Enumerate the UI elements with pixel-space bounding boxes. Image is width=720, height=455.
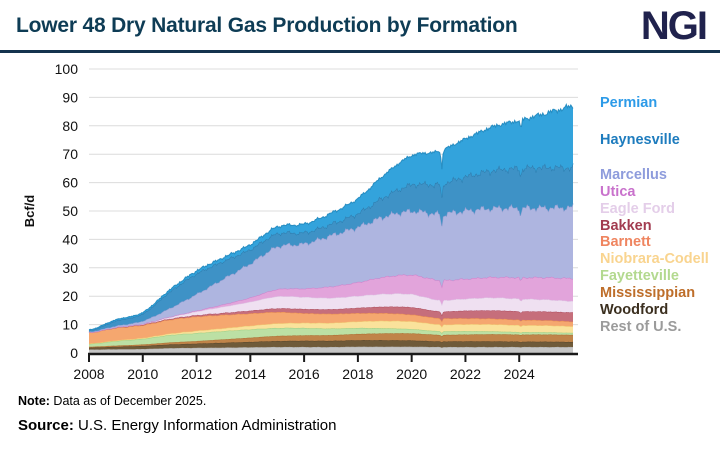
note-text: Data as of December 2025.	[49, 394, 207, 408]
header-divider	[0, 50, 720, 53]
stacked-area-chart: 0 10 20 30 40 50 60 70 80 90 100 Bcf/d 2008 2010 2012 2…	[22, 61, 578, 382]
legend-item-utica: Utica	[600, 184, 636, 200]
legend-item-rest-of-us: Rest of U.S.	[600, 319, 682, 335]
page-title: Lower 48 Dry Natural Gas Production by F…	[16, 14, 518, 37]
legend-item-bakken: Bakken	[600, 218, 652, 234]
svg-text:60: 60	[62, 175, 78, 191]
svg-text:10: 10	[62, 317, 78, 333]
svg-text:2020: 2020	[396, 366, 427, 382]
legend-item-mississippian: Mississippian	[600, 285, 696, 301]
svg-text:2014: 2014	[235, 366, 266, 382]
svg-text:90: 90	[62, 89, 78, 105]
svg-text:0: 0	[70, 345, 78, 361]
legend-item-barnett: Barnett	[600, 234, 651, 250]
legend-item-haynesville: Haynesville	[600, 132, 680, 148]
header: Lower 48 Dry Natural Gas Production by F…	[0, 0, 720, 50]
chart-area: 0 10 20 30 40 50 60 70 80 90 100 Bcf/d 2008 2010 2012 2…	[0, 53, 720, 383]
legend-item-marcellus: Marcellus	[600, 167, 667, 183]
legend-item-permian: Permian	[600, 95, 658, 111]
source: Source: U.S. Energy Information Administ…	[18, 417, 720, 434]
svg-text:50: 50	[62, 203, 78, 219]
source-text: U.S. Energy Information Administration	[73, 417, 337, 434]
svg-text:70: 70	[62, 146, 78, 162]
note: Note: Data as of December 2025.	[18, 394, 720, 408]
legend-item-niobrara-codell: Niobrara-Codell	[600, 251, 709, 267]
svg-text:80: 80	[62, 118, 78, 134]
svg-text:30: 30	[62, 260, 78, 276]
ngi-logo: NGI	[640, 4, 708, 48]
svg-text:2022: 2022	[450, 366, 481, 382]
legend-item-woodford: Woodford	[600, 302, 669, 318]
svg-text:40: 40	[62, 231, 78, 247]
svg-text:2024: 2024	[504, 366, 535, 382]
legend-item-fayetteville: Fayetteville	[600, 268, 679, 284]
svg-text:2012: 2012	[181, 366, 212, 382]
svg-text:2008: 2008	[73, 366, 104, 382]
svg-text:2016: 2016	[289, 366, 320, 382]
source-label: Source:	[18, 417, 74, 434]
svg-text:2018: 2018	[342, 366, 373, 382]
svg-text:100: 100	[55, 61, 79, 77]
svg-text:2010: 2010	[127, 366, 158, 382]
note-label: Note:	[18, 394, 50, 408]
legend-item-eagle-ford: Eagle Ford	[600, 201, 675, 217]
svg-text:Bcf/d: Bcf/d	[22, 195, 37, 228]
svg-text:20: 20	[62, 288, 78, 304]
